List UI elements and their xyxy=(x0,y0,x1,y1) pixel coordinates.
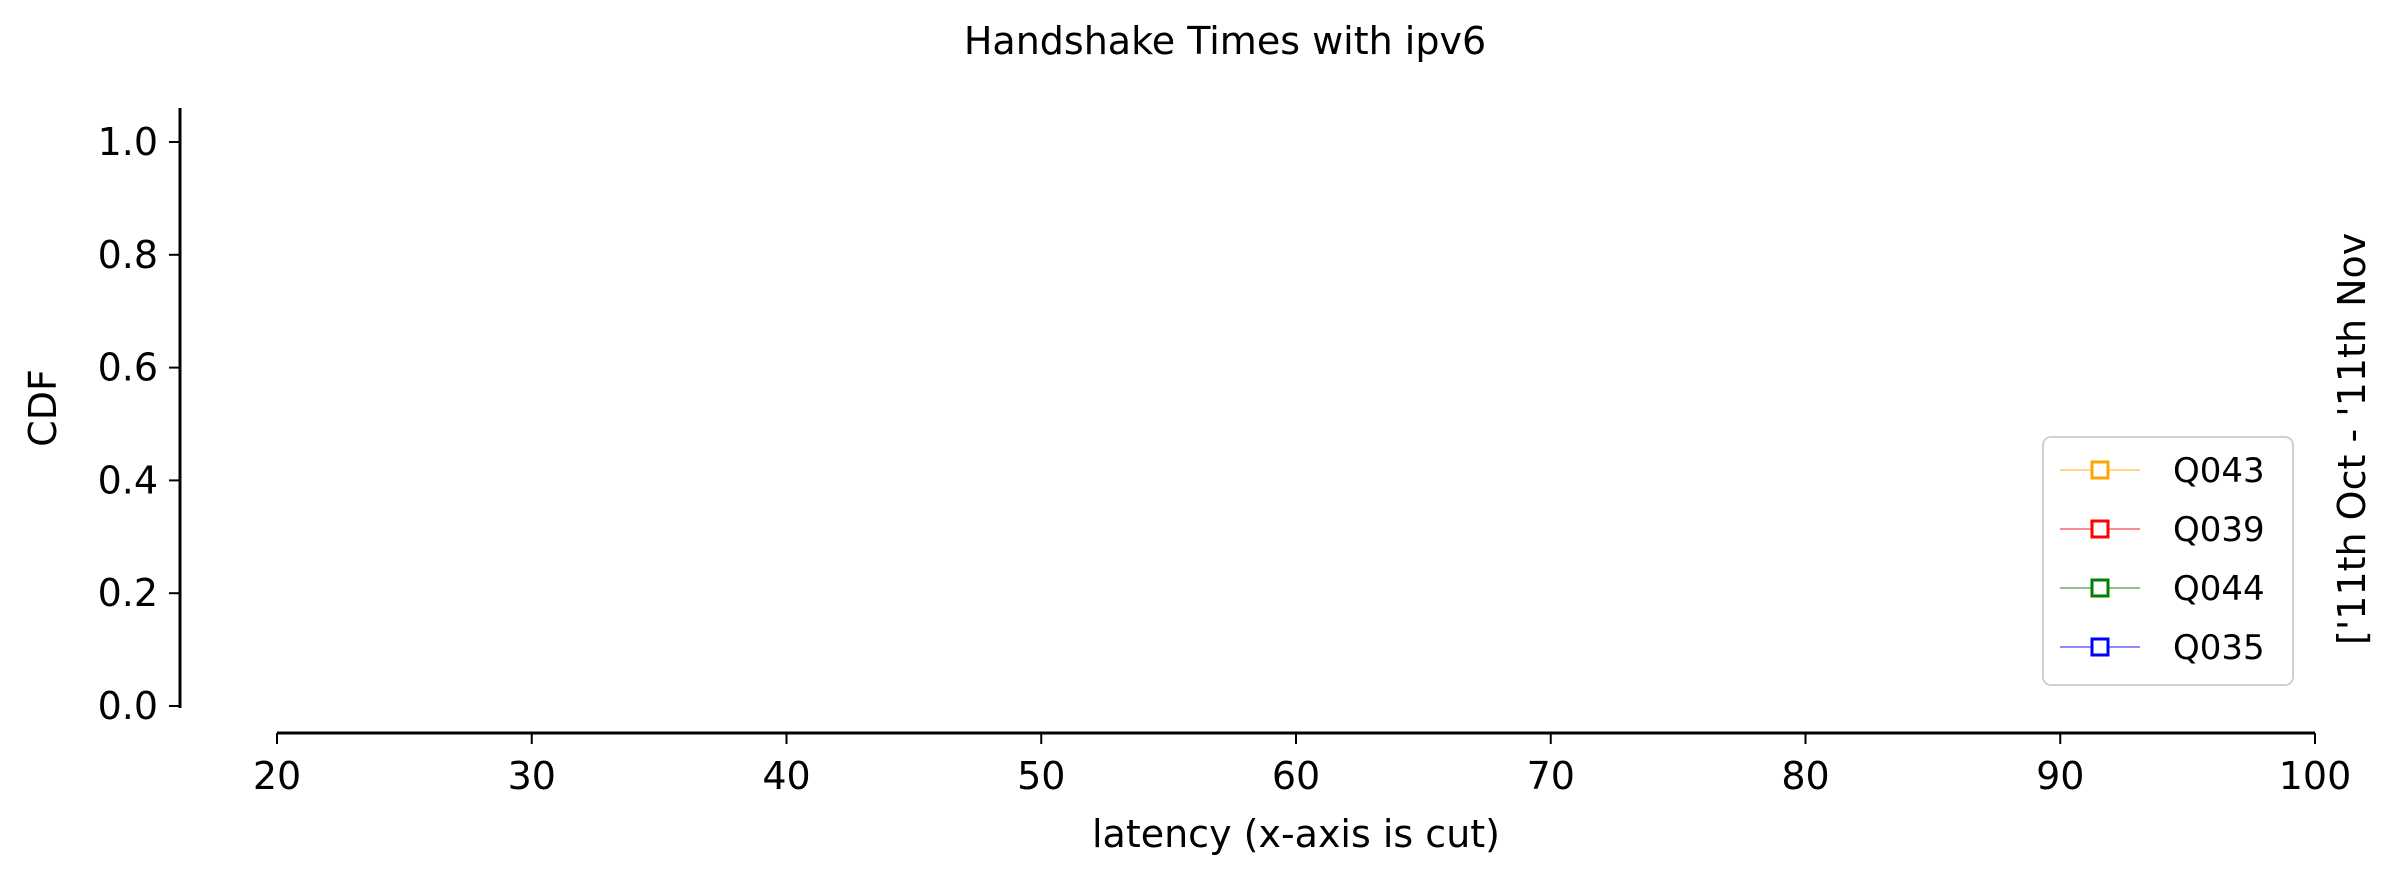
x-axis-label: latency (x-axis is cut) xyxy=(1092,812,1500,856)
legend-label: Q044 xyxy=(2173,569,2265,609)
legend-square-marker xyxy=(2090,519,2110,539)
legend-entry: Q039 xyxy=(2060,510,2265,550)
x-tick-label: 100 xyxy=(2279,754,2352,798)
legend-square-marker xyxy=(2090,578,2110,598)
y-tick-label: 1.0 xyxy=(98,120,158,164)
legend-entry: Q044 xyxy=(2060,569,2265,609)
x-tick-label: 20 xyxy=(253,754,301,798)
legend-entry: Q043 xyxy=(2060,451,2265,491)
y-tick-label: 0.4 xyxy=(98,458,158,502)
legend-label: Q043 xyxy=(2173,451,2265,491)
legend: Q043 Q039 Q044 Q035 xyxy=(2042,436,2294,686)
side-date-range-label: ['11th Oct - '11th Nov xyxy=(2330,233,2374,645)
x-tick-label: 30 xyxy=(508,754,556,798)
y-axis: 0.0 0.2 0.4 0.6 0.8 1.0 xyxy=(98,108,182,728)
x-tick-label: 90 xyxy=(2036,754,2084,798)
legend-label: Q035 xyxy=(2173,628,2265,668)
legend-square-marker xyxy=(2090,637,2110,657)
x-tick-label: 80 xyxy=(1781,754,1829,798)
x-tick-label: 40 xyxy=(762,754,810,798)
x-tick-label: 60 xyxy=(1272,754,1320,798)
x-tick-label: 70 xyxy=(1527,754,1575,798)
x-tick-label: 50 xyxy=(1017,754,1065,798)
legend-square-marker xyxy=(2090,460,2110,480)
legend-label: Q039 xyxy=(2173,510,2265,550)
y-tick-label: 0.6 xyxy=(98,346,158,390)
y-axis-label: CDF xyxy=(21,369,65,447)
chart-title: Handshake Times with ipv6 xyxy=(964,19,1486,63)
y-tick-label: 0.8 xyxy=(98,233,158,277)
x-axis: 20 30 40 50 60 70 80 90 100 xyxy=(253,731,2352,798)
y-tick-label: 0.0 xyxy=(98,684,158,728)
y-tick-label: 0.2 xyxy=(98,571,158,615)
legend-box xyxy=(2042,436,2294,686)
legend-entry: Q035 xyxy=(2060,628,2265,668)
